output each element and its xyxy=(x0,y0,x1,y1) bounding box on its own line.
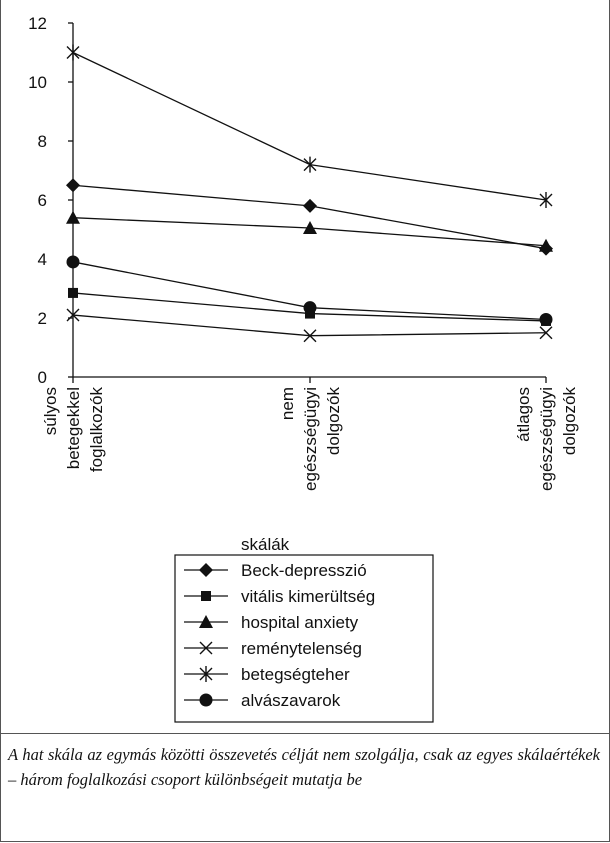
triangle-marker xyxy=(66,210,80,224)
legend-item: vitális kimerültség xyxy=(184,587,375,606)
asterisk-marker xyxy=(199,666,213,682)
legend-item: hospital anxiety xyxy=(184,613,359,632)
diamond-marker xyxy=(66,178,80,193)
caption-divider xyxy=(0,733,609,734)
circle-marker xyxy=(66,255,80,269)
chart-axes: 0 2 4 6 8 10 12 xyxy=(28,14,547,387)
triangle-marker xyxy=(539,238,553,252)
legend-item: betegségteher xyxy=(184,665,350,684)
series-line xyxy=(72,184,547,250)
y-tick-label: 12 xyxy=(28,14,47,33)
circle-marker xyxy=(539,312,553,326)
category-label-line: betegekkel xyxy=(64,387,83,469)
series-5 xyxy=(66,44,553,208)
x-marker xyxy=(66,308,80,322)
category-label-line: egészségügyi xyxy=(301,387,320,491)
legend-title: skálák xyxy=(241,535,290,554)
triangle-marker xyxy=(199,615,213,628)
legend: skálák Beck-depresszió vitális kimerültsé… xyxy=(174,535,434,723)
y-tick-label: 2 xyxy=(38,309,47,328)
category-labels: súlyos betegekkel foglalkozók nem egészségüg… xyxy=(41,387,579,491)
square-marker xyxy=(201,591,211,601)
legend-label: betegségteher xyxy=(241,665,350,684)
legend-label: hospital anxiety xyxy=(241,613,359,632)
square-marker xyxy=(68,287,78,298)
series-line xyxy=(72,51,547,201)
category-label-line: átlagos xyxy=(514,387,533,442)
category-label-line: egészségügyi xyxy=(537,387,556,491)
chart-series xyxy=(66,44,553,343)
series-3 xyxy=(66,210,553,252)
y-tick-label: 4 xyxy=(38,250,47,269)
legend-item: Beck-depresszió xyxy=(184,561,367,580)
asterisk-marker xyxy=(66,44,80,61)
triangle-marker xyxy=(303,221,317,235)
category-label-line: dolgozók xyxy=(324,387,343,456)
y-tick-label: 6 xyxy=(38,191,47,210)
legend-label: Beck-depresszió xyxy=(241,561,367,580)
category-label-line: foglalkozók xyxy=(87,387,106,473)
legend-label: reménytelenség xyxy=(241,639,362,658)
asterisk-marker xyxy=(539,192,553,208)
diamond-marker xyxy=(199,563,213,577)
legend-item: reménytelenség xyxy=(184,639,362,658)
category-label-line: nem xyxy=(278,387,297,420)
y-tick-label: 0 xyxy=(38,368,47,387)
figure-caption: A hat skála az egymás közötti összevetés… xyxy=(8,745,600,789)
y-tick-label: 8 xyxy=(38,132,47,151)
asterisk-marker xyxy=(303,156,317,173)
circle-marker xyxy=(199,693,213,707)
legend-label: alvászavarok xyxy=(241,691,341,710)
diamond-marker xyxy=(303,198,317,213)
line-chart: 0 2 4 6 8 10 12 súlyos betegekkel foglalkozók nem… xyxy=(28,14,579,723)
circle-marker xyxy=(303,301,317,315)
category-label-line: dolgozók xyxy=(560,387,579,456)
y-tick-label: 10 xyxy=(28,73,47,92)
legend-item: alvászavarok xyxy=(184,691,341,710)
x-marker xyxy=(539,326,553,340)
category-label-line: súlyos xyxy=(41,387,60,435)
series-6 xyxy=(66,255,553,326)
x-marker xyxy=(199,641,213,655)
x-marker xyxy=(303,329,317,343)
legend-label: vitális kimerültség xyxy=(241,587,375,606)
series-4 xyxy=(66,308,553,343)
legend-box xyxy=(174,554,434,723)
